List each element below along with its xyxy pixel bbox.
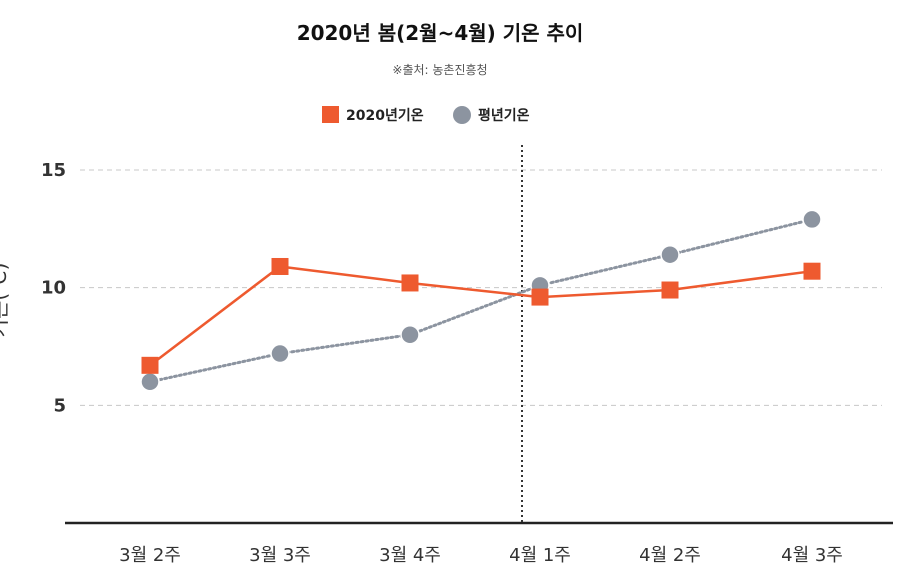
legend: 2020년기온 평년기온 bbox=[322, 106, 530, 124]
legend-label-normal: 평년기온 bbox=[478, 107, 530, 124]
series-line-normal bbox=[148, 217, 814, 384]
legend-label-2020: 2020년기온 bbox=[346, 108, 424, 124]
data-point-2020 bbox=[531, 288, 549, 306]
x-tick-label: 3월 4주 bbox=[379, 545, 441, 566]
plot-area: 기온(℃) 5 10 15 3월 2주 3월 3주 3월 4주 4월 1주 4월 2주 4월 3주 bbox=[0, 145, 893, 566]
y-tick-label: 10 bbox=[41, 278, 66, 299]
data-point-normal bbox=[140, 372, 160, 392]
y-axis-label: 기온(℃) bbox=[0, 263, 11, 338]
x-tick-label: 3월 3주 bbox=[249, 545, 311, 566]
x-tick-label: 3월 2주 bbox=[119, 545, 181, 566]
x-tick-label: 4월 2주 bbox=[639, 545, 701, 566]
series-line-2020 bbox=[149, 265, 813, 367]
legend-swatch-normal bbox=[453, 106, 471, 124]
data-point-2020 bbox=[401, 274, 419, 292]
y-tick-label: 5 bbox=[53, 395, 66, 416]
data-point-normal bbox=[802, 209, 822, 230]
data-point-2020 bbox=[661, 281, 679, 299]
chart-subtitle: ※출처: 농촌진흥청 bbox=[392, 63, 487, 77]
y-tick-label: 15 bbox=[41, 160, 66, 181]
data-point-2020 bbox=[803, 262, 821, 280]
chart-title: 2020년 봄(2월~4월) 기온 추이 bbox=[297, 21, 584, 45]
data-point-normal bbox=[400, 324, 420, 345]
data-point-normal bbox=[660, 244, 680, 265]
data-point-2020 bbox=[141, 356, 159, 374]
legend-swatch-2020 bbox=[322, 106, 339, 123]
data-point-2020 bbox=[271, 257, 289, 275]
x-tick-label: 4월 1주 bbox=[509, 545, 571, 566]
x-tick-label: 4월 3주 bbox=[781, 545, 843, 566]
data-point-normal bbox=[270, 343, 290, 364]
